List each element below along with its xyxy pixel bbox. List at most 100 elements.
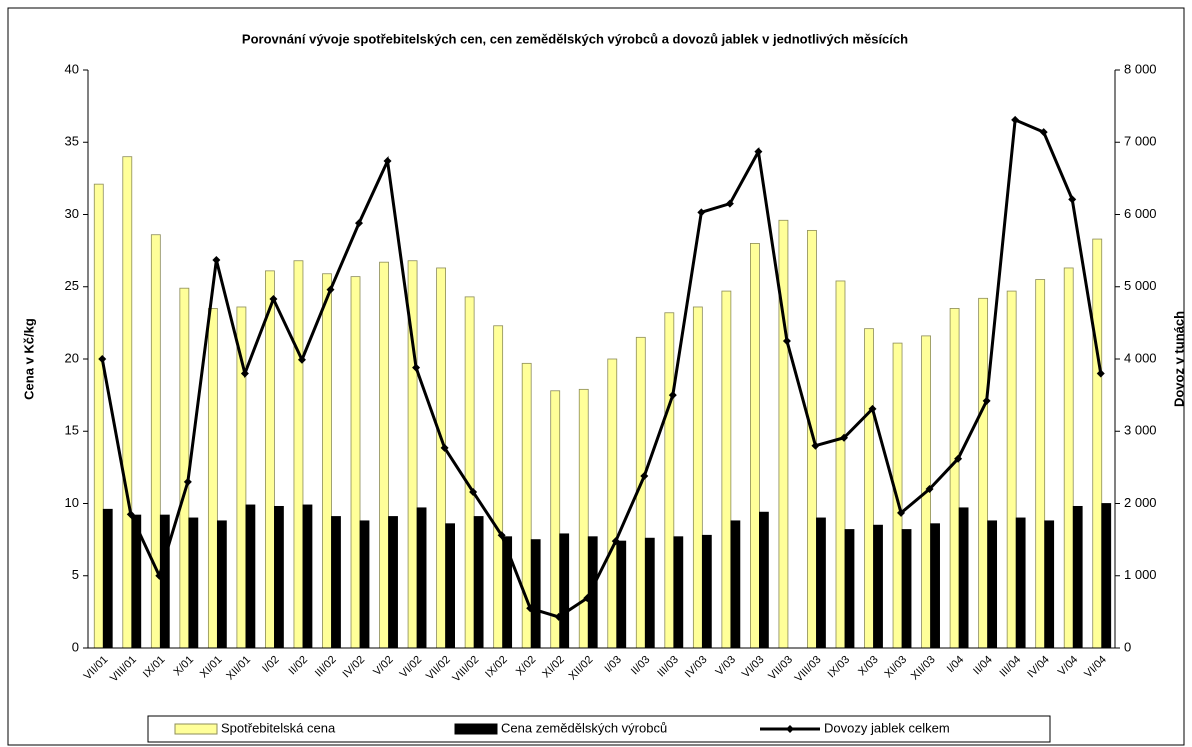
y-axis-title: Cena v Kč/kg: [21, 318, 36, 400]
y-tick-label: 5: [72, 567, 79, 582]
bar: [778, 219, 789, 649]
legend-marker: [786, 725, 794, 733]
bar: [274, 505, 284, 649]
y2-tick-label: 6 000: [1124, 206, 1157, 221]
legend-label: Dovozy jablek celkem: [824, 720, 950, 735]
y2-tick-label: 4 000: [1124, 350, 1157, 365]
bar: [379, 261, 389, 649]
bar: [673, 536, 684, 649]
bar: [293, 260, 304, 649]
line-marker: [1096, 369, 1105, 378]
bar: [692, 306, 703, 649]
bar: [302, 504, 313, 649]
bar: [701, 534, 712, 649]
bar: [359, 520, 370, 649]
line-marker: [554, 612, 563, 621]
line-marker: [497, 531, 506, 540]
line-marker: [469, 487, 478, 496]
bar: [102, 508, 113, 649]
line-marker: [297, 355, 306, 364]
bar: [265, 270, 275, 649]
bar: [188, 517, 199, 649]
line-marker: [526, 604, 535, 613]
bar: [644, 537, 655, 649]
bar: [1035, 279, 1046, 649]
y-tick-label: 40: [65, 61, 79, 76]
bar: [949, 308, 960, 649]
line-marker: [583, 594, 592, 603]
legend-swatch: [174, 723, 218, 735]
line-marker: [611, 537, 620, 546]
line-marker: [697, 208, 706, 217]
bar: [1101, 503, 1112, 649]
bar: [844, 529, 855, 649]
y-tick-label: 30: [65, 206, 79, 221]
line-marker: [326, 285, 335, 294]
chart-title: Porovnání vývoje spotřebitelských cen, c…: [242, 31, 908, 46]
bar: [864, 328, 874, 649]
bar: [416, 507, 427, 649]
bar: [464, 296, 475, 649]
legend-label: Cena zemědělských výrobců: [501, 720, 667, 735]
y-tick-label: 0: [72, 639, 79, 654]
y2-tick-label: 0: [1124, 639, 1131, 654]
legend-box: [147, 715, 1051, 743]
line-marker: [1039, 128, 1048, 137]
bar: [559, 533, 570, 649]
bar: [607, 358, 618, 649]
line-marker: [725, 199, 734, 208]
bar: [245, 504, 256, 649]
bar: [901, 529, 912, 649]
y2-tick-label: 3 000: [1124, 423, 1157, 438]
line-marker: [1011, 115, 1020, 124]
bar: [350, 276, 361, 649]
line-marker: [155, 571, 164, 580]
line-marker: [897, 508, 906, 517]
bar: [1044, 520, 1055, 649]
line-marker: [925, 485, 934, 494]
bar: [216, 520, 227, 649]
line-marker: [412, 363, 421, 372]
bar: [730, 520, 741, 649]
line-marker: [98, 355, 107, 363]
y-tick-label: 15: [65, 423, 79, 438]
bar: [93, 183, 104, 649]
line: [100, 117, 1103, 619]
y2-tick-label: 5 000: [1124, 278, 1157, 293]
bar: [530, 539, 541, 649]
line-marker: [269, 295, 278, 304]
line-marker: [240, 369, 249, 378]
bar: [493, 325, 504, 649]
legend-swatch: [454, 723, 498, 735]
bar: [388, 516, 398, 649]
bar: [1006, 290, 1017, 649]
bar: [930, 523, 940, 649]
y2-tick-label: 2 000: [1124, 495, 1157, 510]
bar: [1092, 238, 1103, 649]
line-marker: [183, 477, 192, 486]
line-marker: [811, 441, 820, 450]
line-marker: [982, 396, 991, 405]
bar: [122, 156, 133, 649]
line-marker: [640, 472, 649, 481]
bar: [664, 312, 675, 649]
bar: [1015, 517, 1026, 649]
y-tick-label: 25: [65, 278, 79, 293]
bar: [331, 516, 341, 649]
bar: [616, 540, 627, 649]
line-marker: [1068, 195, 1077, 204]
bar: [835, 280, 846, 649]
bar: [550, 390, 561, 649]
bar: [150, 234, 161, 649]
bar: [873, 524, 883, 649]
bar: [1063, 267, 1074, 649]
bar: [436, 267, 446, 649]
y2-tick-label: 1 000: [1124, 567, 1157, 582]
line-marker: [954, 454, 963, 463]
line-marker: [668, 391, 677, 400]
bar: [473, 516, 484, 649]
line-marker: [782, 336, 791, 345]
legend-label: Spotřebitelská cena: [221, 720, 336, 735]
bar: [207, 308, 218, 649]
bar: [322, 273, 332, 649]
